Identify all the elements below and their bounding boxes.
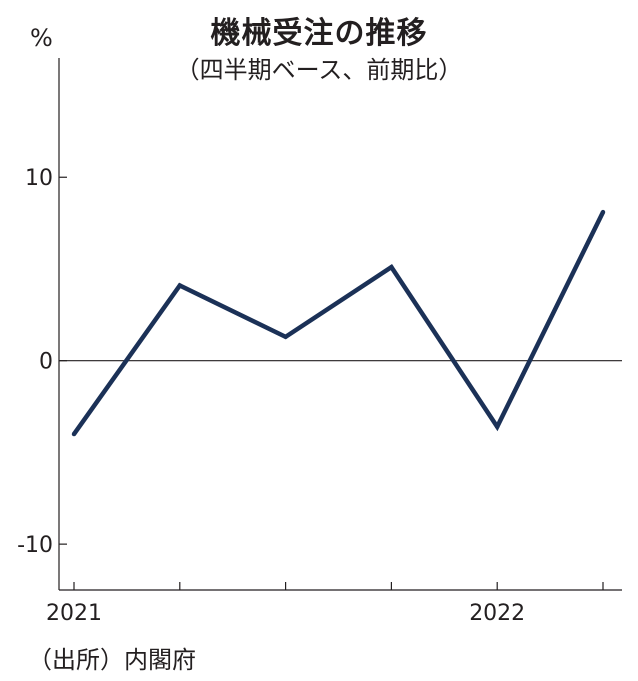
chart-series: [71, 209, 606, 437]
chart-axes: [58, 58, 622, 591]
data-point: [600, 209, 606, 215]
chart-ticks: 10 0 -10 2021 2022: [17, 166, 604, 626]
y-tick-label: -10: [17, 533, 53, 558]
x-tick-label: 2022: [469, 601, 525, 626]
source-note: （出所）内閣府: [28, 646, 196, 674]
data-point: [71, 431, 77, 437]
data-point: [177, 283, 182, 288]
data-point: [283, 334, 288, 340]
x-tick-label: 2021: [46, 601, 102, 626]
chart-title: 機械受注の推移: [210, 16, 428, 51]
chart-subtitle: （四半期ベース、前期比）: [175, 56, 463, 84]
series-line: [72, 211, 606, 436]
y-tick-label: 0: [39, 350, 53, 375]
y-axis-unit-label: %: [30, 24, 53, 52]
data-point: [389, 264, 394, 270]
data-point: [495, 424, 500, 429]
y-tick-label: 10: [25, 166, 53, 191]
